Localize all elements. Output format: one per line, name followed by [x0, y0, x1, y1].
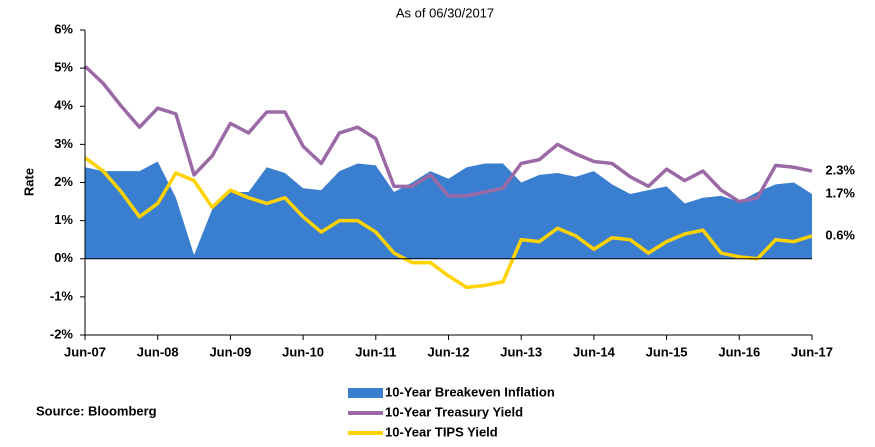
area: [85, 161, 812, 259]
end-label: 0.6%: [825, 227, 855, 242]
x-tick-label: Jun-13: [500, 344, 542, 359]
y-tick-label: 2%: [54, 174, 73, 189]
end-label: 2.3%: [825, 163, 855, 178]
source: Source: Bloomberg: [36, 403, 157, 418]
x-tick-label: Jun-09: [209, 344, 251, 359]
line: [83, 64, 813, 204]
y-tick-label: 0%: [54, 250, 73, 265]
x-tick-label: Jun-11: [355, 344, 396, 359]
legend-label: 10-Year Breakeven Inflation: [385, 384, 555, 399]
x-tick-label: Jun-12: [428, 344, 470, 359]
x-tick-label: Jun-16: [718, 344, 760, 359]
y-tick-label: 3%: [54, 136, 73, 151]
x-tick-label: Jun-08: [137, 344, 179, 359]
y-tick-label: 1%: [54, 212, 73, 227]
y-tick-label: -2%: [50, 326, 74, 341]
y-tick-label: 6%: [54, 21, 73, 36]
chart-title: As of 06/30/2017: [396, 5, 494, 20]
y-tick-label: 4%: [54, 98, 73, 113]
x-tick-label: Jun-10: [282, 344, 324, 359]
y-tick-label: 5%: [54, 60, 73, 75]
x-tick-label: Jun-15: [646, 344, 688, 359]
y-axis-label: Rate: [21, 168, 36, 196]
legend-label: 10-Year Treasury Yield: [385, 404, 523, 419]
y-tick-label: -1%: [50, 288, 74, 303]
x-tick-label: Jun-07: [64, 344, 106, 359]
legend-label: 10-Year TIPS Yield: [385, 424, 498, 439]
end-label: 1.7%: [825, 185, 855, 200]
x-tick-label: Jun-14: [573, 344, 616, 359]
line: [83, 156, 813, 290]
legend-swatch: [348, 388, 383, 398]
x-tick-label: Jun-17: [791, 344, 833, 359]
